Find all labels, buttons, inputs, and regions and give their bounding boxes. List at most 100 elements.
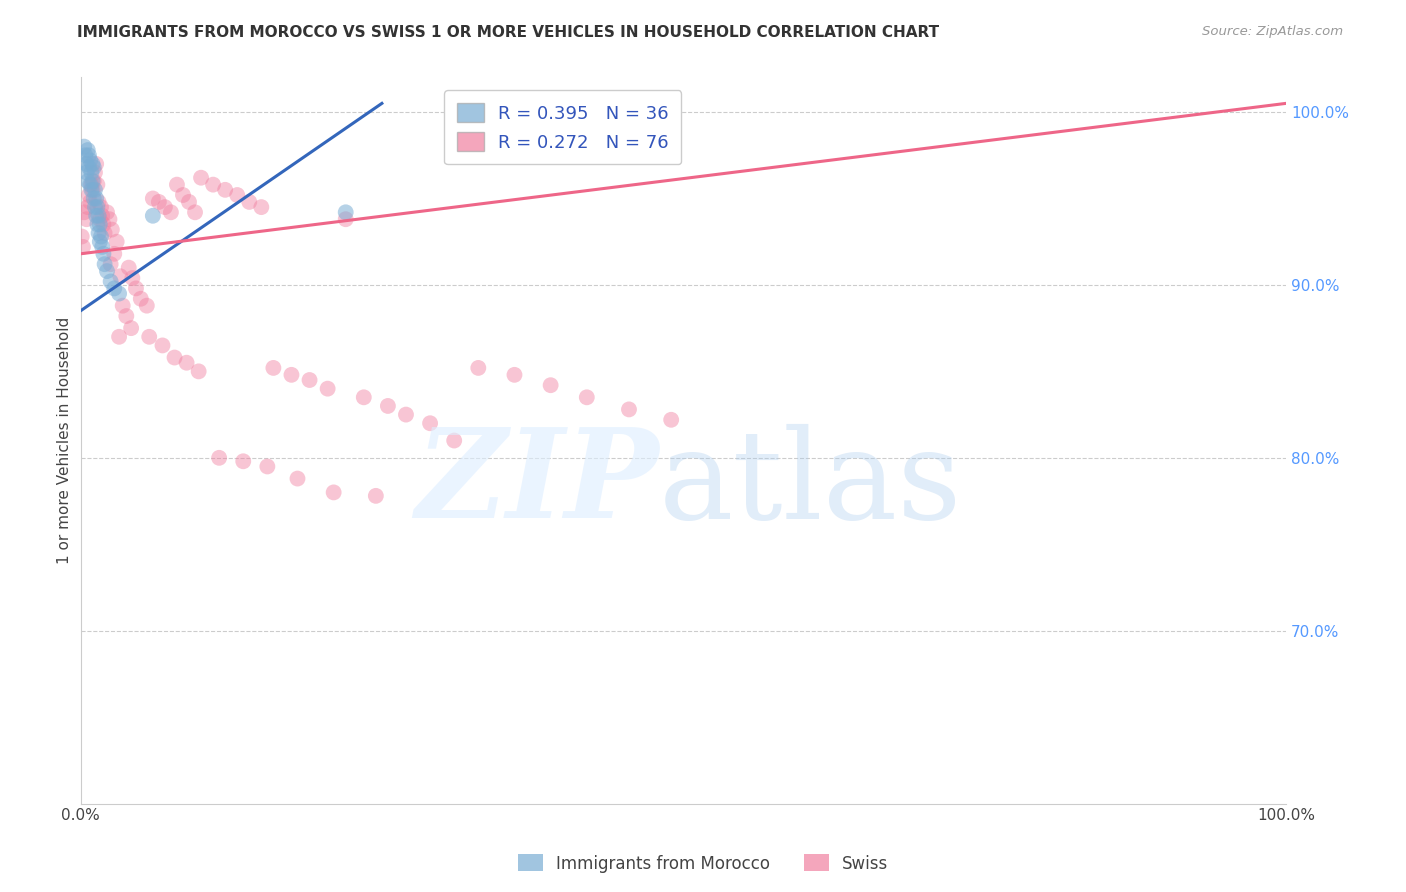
Point xyxy=(79,194,101,209)
Point xyxy=(90,229,112,244)
Point xyxy=(503,368,526,382)
Point xyxy=(72,240,94,254)
Point xyxy=(316,382,339,396)
Point xyxy=(617,402,640,417)
Point xyxy=(148,194,170,209)
Point xyxy=(93,257,115,271)
Point xyxy=(75,148,97,162)
Point xyxy=(467,360,489,375)
Point xyxy=(79,178,101,192)
Point xyxy=(443,434,465,448)
Point xyxy=(82,174,104,188)
Point xyxy=(77,148,100,162)
Point xyxy=(83,161,105,175)
Point xyxy=(84,157,107,171)
Point xyxy=(93,218,115,232)
Point xyxy=(214,183,236,197)
Point xyxy=(80,165,103,179)
Point xyxy=(91,209,114,223)
Point xyxy=(90,200,112,214)
Text: ZIP: ZIP xyxy=(415,424,659,545)
Point xyxy=(202,178,225,192)
Point xyxy=(115,309,138,323)
Point xyxy=(187,364,209,378)
Legend: Immigrants from Morocco, Swiss: Immigrants from Morocco, Swiss xyxy=(512,847,894,880)
Point xyxy=(575,390,598,404)
Point xyxy=(110,269,132,284)
Point xyxy=(335,205,357,219)
Point xyxy=(89,212,111,227)
Point xyxy=(238,194,260,209)
Point xyxy=(77,161,100,175)
Point xyxy=(79,153,101,168)
Point xyxy=(91,240,114,254)
Point xyxy=(84,183,107,197)
Point xyxy=(87,209,110,223)
Point xyxy=(287,472,309,486)
Point xyxy=(103,247,125,261)
Point xyxy=(160,205,183,219)
Point xyxy=(177,194,200,209)
Point xyxy=(540,378,562,392)
Point xyxy=(101,222,124,236)
Point xyxy=(419,416,441,430)
Text: atlas: atlas xyxy=(659,424,963,545)
Point xyxy=(256,459,278,474)
Point xyxy=(172,188,194,202)
Point xyxy=(176,356,198,370)
Point xyxy=(77,188,100,202)
Point xyxy=(118,260,141,275)
Point xyxy=(166,178,188,192)
Point xyxy=(76,174,98,188)
Point xyxy=(120,321,142,335)
Point xyxy=(84,165,107,179)
Point xyxy=(96,205,118,219)
Point xyxy=(105,235,128,249)
Legend: R = 0.395   N = 36, R = 0.272   N = 76: R = 0.395 N = 36, R = 0.272 N = 76 xyxy=(444,90,682,164)
Point xyxy=(103,281,125,295)
Point xyxy=(89,218,111,232)
Point xyxy=(84,191,107,205)
Point xyxy=(377,399,399,413)
Text: IMMIGRANTS FROM MOROCCO VS SWISS 1 OR MORE VEHICLES IN HOUSEHOLD CORRELATION CHA: IMMIGRANTS FROM MOROCCO VS SWISS 1 OR MO… xyxy=(77,25,939,40)
Point xyxy=(226,188,249,202)
Point xyxy=(83,191,105,205)
Point xyxy=(280,368,302,382)
Point xyxy=(98,212,121,227)
Point xyxy=(80,183,103,197)
Point xyxy=(129,292,152,306)
Point xyxy=(108,330,131,344)
Point xyxy=(190,170,212,185)
Point xyxy=(83,174,105,188)
Point xyxy=(96,264,118,278)
Point xyxy=(184,205,207,219)
Point xyxy=(93,226,115,240)
Point xyxy=(82,183,104,197)
Point xyxy=(232,454,254,468)
Point xyxy=(73,205,96,219)
Point xyxy=(659,413,682,427)
Point xyxy=(100,257,122,271)
Point xyxy=(152,338,174,352)
Y-axis label: 1 or more Vehicles in Household: 1 or more Vehicles in Household xyxy=(58,317,72,564)
Point xyxy=(250,200,273,214)
Point xyxy=(298,373,321,387)
Point xyxy=(100,275,122,289)
Point xyxy=(80,178,103,192)
Point xyxy=(86,178,108,192)
Point xyxy=(86,218,108,232)
Point xyxy=(76,212,98,227)
Point xyxy=(138,330,160,344)
Point xyxy=(322,485,344,500)
Point xyxy=(208,450,231,465)
Point xyxy=(70,229,93,244)
Point xyxy=(84,209,107,223)
Point xyxy=(142,209,165,223)
Text: Source: ZipAtlas.com: Source: ZipAtlas.com xyxy=(1202,25,1343,38)
Point xyxy=(121,271,143,285)
Point xyxy=(76,165,98,179)
Point xyxy=(111,299,134,313)
Point xyxy=(93,247,115,261)
Point xyxy=(125,281,148,295)
Point xyxy=(153,200,176,214)
